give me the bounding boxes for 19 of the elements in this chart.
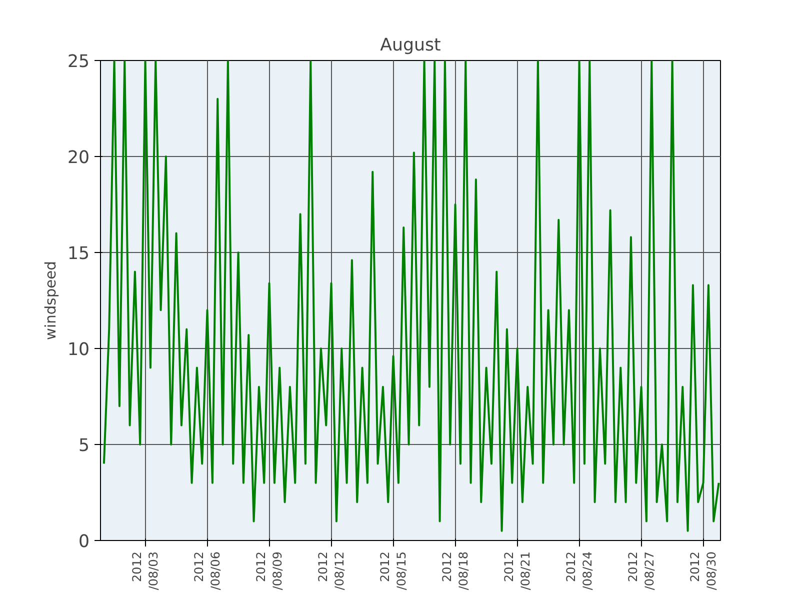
x-tick-label: 2012 /08/18 [440,551,471,590]
x-tick-label: 2012 /08/12 [316,551,347,590]
x-tick-label: 2012 /08/30 [688,551,719,590]
y-tick-label: 15 [67,244,90,264]
y-axis-title: windspeed [42,261,60,340]
x-tick-label: 2012 /08/09 [254,551,285,590]
x-tick-label: 2012 /08/27 [626,551,657,590]
chart-title: August [380,36,442,56]
x-tick-label: 2012 /08/06 [192,551,223,590]
x-tick-label: 2012 /08/21 [502,551,533,590]
y-tick-label: 25 [67,52,90,72]
x-tick-label: 2012 /08/24 [564,551,595,590]
y-tick-label: 20 [67,148,90,168]
y-tick-label: 0 [78,532,90,552]
line-series [102,60,720,532]
y-tick-label: 5 [78,436,90,456]
y-tick-label: 10 [67,340,90,360]
x-tick-label: 2012 /08/03 [130,551,161,590]
x-tick-label: 2012 /08/15 [378,551,409,590]
